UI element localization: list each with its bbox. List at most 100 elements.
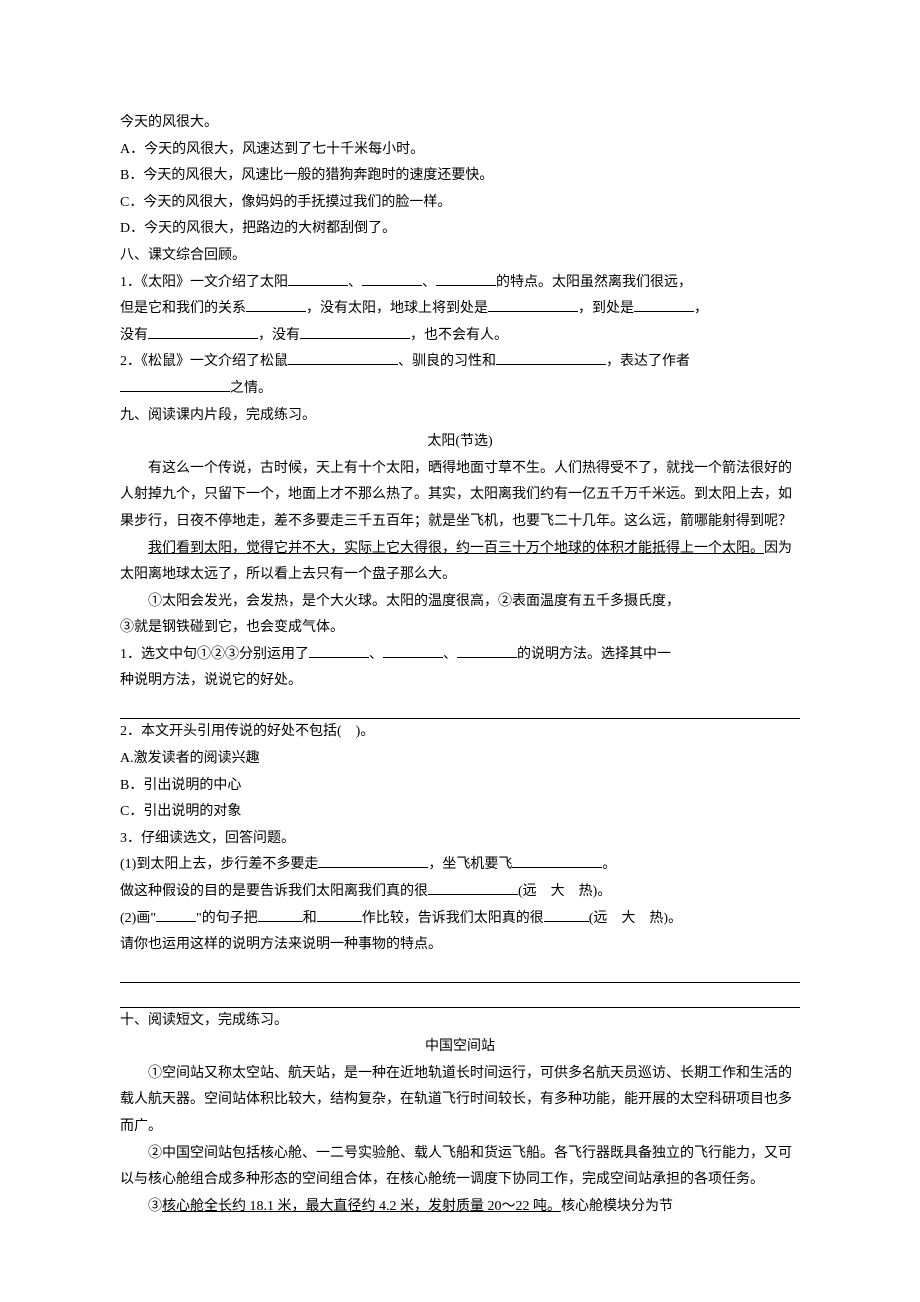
text: 之情。 bbox=[230, 381, 272, 396]
text: 。 bbox=[602, 857, 616, 872]
s9-q3-2: (2)画" "的句子把 和 作比较，告诉我们太阳真的很 (远 大 热)。 bbox=[120, 906, 800, 933]
s10-p2: ②中国空间站包括核心舱、一二号实验舱、载人飞船和货运飞船。各飞行器既具备独立的飞… bbox=[120, 1141, 800, 1194]
text: ，表达了作者 bbox=[606, 354, 690, 369]
text: 中国空间站包括核心舱、一二号实验舱、载人飞船和货运飞船。各飞行器既具备独立的飞行… bbox=[120, 1146, 792, 1188]
blank-line[interactable] bbox=[120, 985, 800, 1007]
sep: 、 bbox=[422, 275, 436, 290]
text: (远 大 热)。 bbox=[518, 884, 611, 899]
blank[interactable] bbox=[309, 644, 369, 658]
option-c: C．今天的风很大，像妈妈的手抚摸过我们的脸一样。 bbox=[120, 190, 800, 217]
text: ，坐飞机要飞 bbox=[428, 857, 512, 872]
option-d: D．今天的风很大，把路边的大树都刮倒了。 bbox=[120, 216, 800, 243]
s8-q2-line2: 之情。 bbox=[120, 376, 800, 403]
text: "的句子把 bbox=[196, 911, 258, 926]
circled-1: ① bbox=[148, 594, 162, 609]
text: 但是它和我们的关系 bbox=[120, 301, 246, 316]
s8-q1-mid1: 的特点。太阳虽然离我们很远， bbox=[496, 275, 692, 290]
s9-q3-1b: 做这种假设的目的是要告诉我们太阳离我们真的很 (远 大 热)。 bbox=[120, 879, 800, 906]
blank[interactable] bbox=[488, 298, 578, 312]
blank[interactable] bbox=[457, 644, 517, 658]
text: 作比较，告诉我们太阳真的很 bbox=[362, 911, 544, 926]
blank[interactable] bbox=[120, 378, 230, 392]
blank-line[interactable] bbox=[120, 961, 800, 983]
option-a: A．今天的风很大，风速达到了七十千米每小时。 bbox=[120, 137, 800, 164]
text: (远 大 热)。 bbox=[589, 911, 682, 926]
blank[interactable] bbox=[634, 298, 694, 312]
blank[interactable] bbox=[317, 908, 362, 922]
s9-q3: 3．仔细读选文，回答问题。 bbox=[120, 826, 800, 853]
circled-3: ③ bbox=[148, 1199, 162, 1214]
s9-p2-underline: 我们看到太阳，觉得它并不大，实际上它大得很，约一百三十万个地球的体积才能抵得上一… bbox=[148, 541, 764, 556]
sep: 、 bbox=[348, 275, 362, 290]
s8-q1-line1: 1．《太阳》一文介绍了太阳 、 、 的特点。太阳虽然离我们很远， bbox=[120, 270, 800, 297]
text: 、驯良的习性和 bbox=[398, 354, 496, 369]
s8-q2-line1: 2．《松鼠》一文介绍了松鼠 、驯良的习性和 ，表达了作者 bbox=[120, 349, 800, 376]
text: ，到处是 bbox=[578, 301, 634, 316]
blank[interactable] bbox=[246, 298, 306, 312]
blank[interactable] bbox=[156, 908, 196, 922]
blank[interactable] bbox=[436, 272, 496, 286]
intro-prompt: 今天的风很大。 bbox=[120, 110, 800, 137]
text: (2)画" bbox=[120, 911, 156, 926]
text: 2．《松鼠》一文介绍了松鼠 bbox=[120, 354, 288, 369]
s8-q1-line2: 但是它和我们的关系 ，没有太阳，地球上将到处是 ，到处是 ， bbox=[120, 296, 800, 323]
text: 太阳会发光，会发热，是个大火球。太阳的温度很高， bbox=[162, 594, 498, 609]
blank[interactable] bbox=[383, 644, 443, 658]
s9-q2a: A.激发读者的阅读兴趣 bbox=[120, 746, 800, 773]
s8-q1-line3: 没有 ，没有 ，也不会有人。 bbox=[120, 323, 800, 350]
circled-2: ② bbox=[498, 594, 512, 609]
section9-title: 九、阅读课内片段，完成练习。 bbox=[120, 403, 800, 430]
section8-title: 八、课文综合回顾。 bbox=[120, 243, 800, 270]
s9-p2: 我们看到太阳，觉得它并不大，实际上它大得很，约一百三十万个地球的体积才能抵得上一… bbox=[120, 536, 800, 589]
option-b: B．今天的风很大，风速比一般的猎狗奔跑时的速度还要快。 bbox=[120, 163, 800, 190]
text: 表面温度有五千多摄氏度， bbox=[512, 594, 680, 609]
blank[interactable] bbox=[288, 351, 398, 365]
blank[interactable] bbox=[318, 854, 428, 868]
s9-q2c: C．引出说明的对象 bbox=[120, 799, 800, 826]
text: ， bbox=[694, 301, 708, 316]
text: 就是钢铁碰到它，也会变成气体。 bbox=[134, 620, 344, 635]
s9-q1-line1: 1．选文中句①②③分别运用了 、 、 的说明方法。选择其中一 bbox=[120, 642, 800, 669]
circled-3: ③ bbox=[120, 620, 134, 635]
blank[interactable] bbox=[428, 881, 518, 895]
blank[interactable] bbox=[148, 325, 258, 339]
circled-2: ② bbox=[148, 1146, 162, 1161]
text: 1．选文中句①②③分别运用了 bbox=[120, 647, 309, 662]
text: 空间站又称太空站、航天站，是一种在近地轨道长时间运行，可供多名航天员巡访、长期工… bbox=[120, 1066, 792, 1134]
text: ，没有太阳，地球上将到处是 bbox=[306, 301, 488, 316]
blank[interactable] bbox=[300, 325, 410, 339]
blank[interactable] bbox=[544, 908, 589, 922]
blank[interactable] bbox=[288, 272, 348, 286]
passage-title: 太阳(节选) bbox=[120, 429, 800, 456]
s10-passage-title: 中国空间站 bbox=[120, 1034, 800, 1061]
s9-p1: 有这么一个传说，古时候，天上有十个太阳，晒得地面寸草不生。人们热得受不了，就找一… bbox=[120, 456, 800, 536]
text: 没有 bbox=[120, 328, 148, 343]
blank[interactable] bbox=[512, 854, 602, 868]
s9-p3b: ③就是钢铁碰到它，也会变成气体。 bbox=[120, 615, 800, 642]
s9-q2b: B．引出说明的中心 bbox=[120, 773, 800, 800]
text: 和 bbox=[303, 911, 317, 926]
blank[interactable] bbox=[258, 908, 303, 922]
s8-q1-prefix: 1．《太阳》一文介绍了太阳 bbox=[120, 275, 288, 290]
text: 做这种假设的目的是要告诉我们太阳离我们真的很 bbox=[120, 884, 428, 899]
blank[interactable] bbox=[496, 351, 606, 365]
text: ，也不会有人。 bbox=[410, 328, 508, 343]
s9-q1-line2: 种说明方法，说说它的好处。 bbox=[120, 668, 800, 695]
text: ，没有 bbox=[258, 328, 300, 343]
text: 的说明方法。选择其中一 bbox=[517, 647, 671, 662]
s9-q3-1: (1)到太阳上去，步行差不多要走 ，坐飞机要飞 。 bbox=[120, 852, 800, 879]
text: (1)到太阳上去，步行差不多要走 bbox=[120, 857, 318, 872]
s9-q3-2b: 请你也运用这样的说明方法来说明一种事物的特点。 bbox=[120, 932, 800, 959]
s10-p1: ①空间站又称太空站、航天站，是一种在近地轨道长时间运行，可供多名航天员巡访、长期… bbox=[120, 1061, 800, 1141]
s9-q2: 2．本文开头引用传说的好处不包括( )。 bbox=[120, 719, 800, 746]
blank-line[interactable] bbox=[120, 697, 800, 719]
text-underline: 核心舱全长约 18.1 米，最大直径约 4.2 米，发射质量 20～22 吨。 bbox=[162, 1199, 561, 1214]
text: 、 bbox=[369, 647, 383, 662]
text: 、 bbox=[443, 647, 457, 662]
circled-1: ① bbox=[148, 1066, 162, 1081]
blank[interactable] bbox=[362, 272, 422, 286]
text: 核心舱模块分为节 bbox=[561, 1199, 673, 1214]
s9-p3: ①太阳会发光，会发热，是个大火球。太阳的温度很高，②表面温度有五千多摄氏度， bbox=[120, 589, 800, 616]
s10-p3: ③核心舱全长约 18.1 米，最大直径约 4.2 米，发射质量 20～22 吨。… bbox=[120, 1194, 800, 1221]
section10-title: 十、阅读短文，完成练习。 bbox=[120, 1008, 800, 1035]
